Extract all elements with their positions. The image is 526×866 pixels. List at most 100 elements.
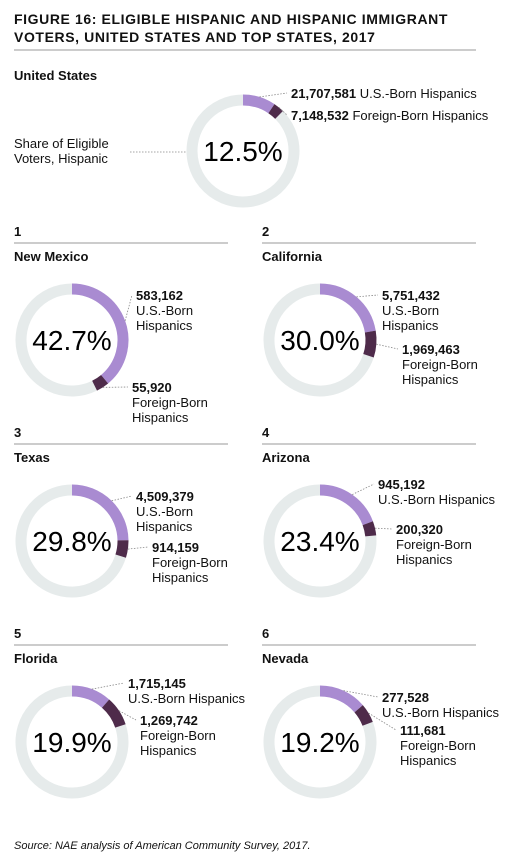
value: 55,920 bbox=[132, 380, 172, 395]
foreign-born-arc bbox=[268, 104, 283, 119]
share-label: 30.0% bbox=[280, 325, 359, 356]
track-arc bbox=[263, 685, 377, 799]
value-label: 111,681 Foreign-Born Hispanics bbox=[400, 723, 500, 768]
figure-title: FIGURE 16: ELIGIBLE HISPANIC AND HISPANI… bbox=[14, 11, 449, 45]
share-label: 12.5% bbox=[203, 136, 282, 167]
value-label: 200,320 Foreign-Born Hispanics bbox=[396, 522, 496, 567]
value: 945,192 bbox=[378, 477, 425, 492]
series-name: Foreign-Born Hispanics bbox=[396, 537, 472, 567]
leader-line bbox=[278, 107, 288, 116]
chart-title: United States bbox=[14, 68, 98, 83]
leader-line bbox=[352, 483, 375, 495]
track-arc bbox=[263, 283, 374, 397]
series-name: U.S.-Born Hispanics bbox=[382, 303, 440, 333]
foreign-born-arc bbox=[92, 374, 109, 391]
track-arc bbox=[15, 484, 126, 598]
track-arc bbox=[15, 685, 129, 799]
value: 1,269,742 bbox=[140, 713, 198, 728]
chart-title: Florida bbox=[14, 651, 58, 666]
series-name: Foreign-Born Hispanics bbox=[400, 738, 476, 768]
value-label: 55,920 Foreign-Born Hispanics bbox=[132, 380, 232, 425]
value-label: 1,969,463 Foreign-Born Hispanics bbox=[402, 342, 502, 387]
chart-title: Arizona bbox=[262, 450, 310, 465]
value-label: 21,707,581 U.S.-Born Hispanics bbox=[291, 86, 526, 101]
leader-line bbox=[118, 710, 137, 721]
share-label: 42.7% bbox=[32, 325, 111, 356]
leader-line bbox=[375, 527, 393, 530]
leader-line bbox=[259, 92, 288, 98]
series-name: U.S.-Born Hispanics bbox=[136, 303, 194, 333]
value-label: 277,528 U.S.-Born Hispanics bbox=[382, 690, 526, 720]
leader-line bbox=[124, 294, 133, 321]
us-born-arc bbox=[71, 283, 129, 384]
value-label: 1,269,742 Foreign-Born Hispanics bbox=[140, 713, 240, 758]
track-arc bbox=[186, 94, 300, 208]
value: 5,751,432 bbox=[382, 288, 440, 303]
value-label: 4,509,379 U.S.-Born Hispanics bbox=[136, 489, 216, 534]
value: 111,681 bbox=[400, 723, 446, 738]
track-arc bbox=[15, 283, 98, 397]
foreign-born-arc bbox=[362, 521, 377, 537]
value-label: 1,715,145 U.S.-Born Hispanics bbox=[128, 676, 278, 706]
chart-title: New Mexico bbox=[14, 249, 89, 264]
leader-line bbox=[368, 712, 397, 731]
us-born-arc bbox=[71, 685, 110, 708]
leader-line bbox=[127, 546, 149, 550]
rank: 3 bbox=[14, 425, 22, 440]
source: Source: NAE analysis of American Communi… bbox=[14, 840, 311, 852]
chart-title: Texas bbox=[14, 450, 50, 465]
series-name: U.S.-Born Hispanics bbox=[382, 705, 500, 720]
us-born-arc bbox=[319, 283, 376, 333]
rank: 1 bbox=[14, 224, 22, 239]
track-arc bbox=[263, 484, 377, 598]
value: 277,528 bbox=[382, 690, 429, 705]
value-label: 914,159 Foreign-Born Hispanics bbox=[152, 540, 252, 585]
value-label: 5,751,432 U.S.-Born Hispanics bbox=[382, 288, 462, 333]
value-label: 583,162 U.S.-Born Hispanics bbox=[136, 288, 216, 333]
share-label: 19.9% bbox=[32, 727, 111, 758]
annotation: Share of Eligible Voters, Hispanic bbox=[14, 136, 109, 166]
leader-line bbox=[91, 682, 125, 690]
share-label: 23.4% bbox=[280, 526, 359, 557]
rank: 2 bbox=[262, 224, 270, 239]
foreign-born-arc bbox=[115, 540, 129, 558]
chart-title: Nevada bbox=[262, 651, 309, 666]
value: 200,320 bbox=[396, 522, 443, 537]
value-label: 7,148,532 Foreign-Born Hispanics bbox=[291, 108, 491, 123]
foreign-born-arc bbox=[354, 705, 373, 726]
series-name: U.S.-Born Hispanics bbox=[359, 86, 477, 101]
value: 1,715,145 bbox=[128, 676, 186, 691]
series-name: Foreign-Born Hispanics bbox=[352, 108, 489, 123]
leader-line bbox=[111, 495, 133, 502]
us-born-arc bbox=[319, 685, 363, 713]
value: 914,159 bbox=[152, 540, 199, 555]
rank: 4 bbox=[262, 425, 270, 440]
leader-line bbox=[376, 343, 399, 350]
value: 583,162 bbox=[136, 288, 183, 303]
series-name: U.S.-Born Hispanics bbox=[378, 492, 496, 507]
rank: 5 bbox=[14, 626, 22, 641]
us-born-arc bbox=[242, 94, 275, 114]
value: 21,707,581 bbox=[291, 86, 357, 101]
share-label: 29.8% bbox=[32, 526, 111, 557]
value: 7,148,532 bbox=[291, 108, 349, 123]
value: 4,509,379 bbox=[136, 489, 194, 504]
value: 1,969,463 bbox=[402, 342, 460, 357]
foreign-born-arc bbox=[363, 330, 377, 358]
value-label: 945,192 U.S.-Born Hispanics bbox=[378, 477, 526, 507]
chart-title: California bbox=[262, 249, 322, 264]
series-name: U.S.-Born Hispanics bbox=[128, 691, 246, 706]
rank: 6 bbox=[262, 626, 270, 641]
us-born-arc bbox=[71, 484, 129, 541]
series-name: U.S.-Born Hispanics bbox=[136, 504, 194, 534]
series-name: Foreign-Born Hispanics bbox=[402, 357, 478, 387]
leader-line bbox=[356, 294, 379, 298]
foreign-born-arc bbox=[101, 699, 126, 728]
series-name: Foreign-Born Hispanics bbox=[140, 728, 216, 758]
share-label: 19.2% bbox=[280, 727, 359, 758]
us-born-arc bbox=[319, 484, 373, 526]
series-name: Foreign-Born Hispanics bbox=[132, 395, 208, 425]
series-name: Foreign-Born Hispanics bbox=[152, 555, 228, 585]
